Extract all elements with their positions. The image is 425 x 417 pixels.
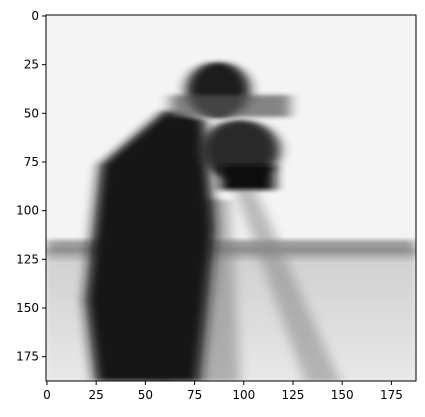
x-axis: 0 25 50 75 100 125 150 175 bbox=[43, 381, 403, 402]
y-axis: 0 25 50 75 100 125 150 175 bbox=[16, 9, 46, 364]
y-tick-label: 100 bbox=[16, 204, 39, 218]
x-tick-label: 0 bbox=[43, 388, 51, 402]
y-tick-label: 50 bbox=[24, 106, 39, 120]
y-tick-label: 75 bbox=[24, 155, 39, 169]
x-tick-label: 100 bbox=[232, 388, 255, 402]
axes-frame bbox=[45, 14, 417, 382]
y-tick-label: 125 bbox=[16, 252, 39, 266]
x-tick-label: 25 bbox=[89, 388, 104, 402]
x-tick-label: 150 bbox=[331, 388, 354, 402]
image-area bbox=[46, 15, 416, 381]
y-tick-label: 175 bbox=[16, 350, 39, 364]
x-tick-label: 50 bbox=[138, 388, 153, 402]
y-tick-label: 25 bbox=[24, 58, 39, 72]
y-tick-label: 150 bbox=[16, 301, 39, 315]
y-tick-label: 0 bbox=[31, 9, 39, 23]
x-tick-label: 175 bbox=[380, 388, 403, 402]
x-tick-label: 125 bbox=[282, 388, 305, 402]
x-tick-label: 75 bbox=[187, 388, 202, 402]
